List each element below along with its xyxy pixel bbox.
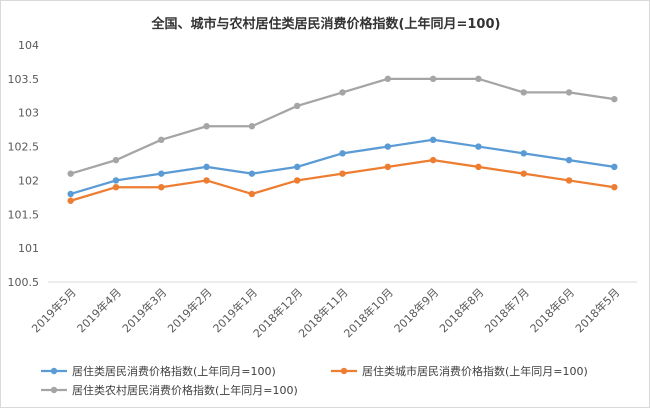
data-point xyxy=(158,170,165,177)
legend-item: 居住类居民消费价格指数(上年同月=100) xyxy=(41,364,276,378)
data-point xyxy=(203,163,210,171)
y-tick-label: 102.5 xyxy=(8,141,40,154)
y-tick-label: 101 xyxy=(18,242,39,255)
data-point xyxy=(429,75,437,83)
data-point xyxy=(520,89,527,96)
data-point xyxy=(565,89,573,96)
legend-swatch-marker xyxy=(50,367,58,375)
legend-item: 居住类农村居民消费价格指数(上年同月=100) xyxy=(41,383,298,397)
data-point xyxy=(520,150,527,157)
data-point xyxy=(248,123,256,130)
data-point xyxy=(293,163,301,171)
series xyxy=(67,156,618,204)
legend-item: 居住类城市居民消费价格指数(上年同月=100) xyxy=(331,364,588,378)
y-tick-label: 101.5 xyxy=(8,208,40,221)
legend-label: 居住类城市居民消费价格指数(上年同月=100) xyxy=(362,364,588,378)
data-point xyxy=(203,177,210,184)
data-point xyxy=(520,170,527,177)
data-point xyxy=(611,95,618,103)
data-point xyxy=(339,89,346,96)
series-line xyxy=(69,138,616,196)
data-point xyxy=(67,197,74,204)
data-point xyxy=(203,123,210,130)
x-tick-label: 2018年10月 xyxy=(341,285,396,340)
x-tick-label: 2018年6月 xyxy=(527,285,577,335)
data-point xyxy=(339,170,346,177)
x-tick-label: 2018年7月 xyxy=(482,285,532,335)
data-point xyxy=(384,143,392,150)
series xyxy=(67,75,618,177)
y-tick-label: 103 xyxy=(18,107,39,120)
data-point xyxy=(293,102,301,110)
data-point xyxy=(429,156,437,164)
y-tick-label: 103.5 xyxy=(8,73,40,86)
data-point xyxy=(67,170,74,177)
y-axis-labels: 100.5 101 101.5 102 102.5 103 103.5 104 xyxy=(8,39,40,289)
legend-swatch-marker xyxy=(340,367,348,375)
data-point xyxy=(475,75,482,83)
series-line xyxy=(69,158,616,202)
data-point xyxy=(611,163,618,171)
data-point xyxy=(565,156,573,164)
x-tick-label: 2019年1月 xyxy=(210,285,260,335)
x-tick-label: 2019年2月 xyxy=(164,285,214,335)
data-point xyxy=(67,190,74,198)
data-point xyxy=(112,177,120,184)
data-point xyxy=(565,177,573,184)
data-point xyxy=(429,136,437,143)
x-tick-label: 2019年5月 xyxy=(29,285,79,335)
data-point xyxy=(293,177,301,184)
y-tick-label: 102 xyxy=(18,174,39,187)
x-tick-label: 2018年9月 xyxy=(391,285,441,335)
data-point xyxy=(112,156,120,164)
data-point xyxy=(339,150,346,157)
data-point xyxy=(384,75,392,83)
data-point xyxy=(248,170,256,177)
legend-swatch-marker xyxy=(50,386,58,394)
data-point xyxy=(475,143,482,150)
x-tick-label: 2018年8月 xyxy=(436,285,486,335)
data-point xyxy=(248,190,256,198)
y-tick-label: 104 xyxy=(18,39,39,52)
data-point xyxy=(475,163,482,171)
x-tick-label: 2019年4月 xyxy=(74,285,124,335)
data-point xyxy=(611,184,618,191)
legend-label: 居住类农村居民消费价格指数(上年同月=100) xyxy=(72,383,298,397)
data-point xyxy=(112,184,120,191)
data-point xyxy=(158,184,165,191)
series xyxy=(67,136,618,198)
y-tick-label: 100.5 xyxy=(8,276,40,289)
series-group xyxy=(67,75,618,204)
legend: 居住类居民消费价格指数(上年同月=100) 居住类城市居民消费价格指数(上年同月=… xyxy=(41,364,588,397)
data-point xyxy=(158,136,165,143)
legend-label: 居住类居民消费价格指数(上年同月=100) xyxy=(72,364,276,378)
data-point xyxy=(384,163,392,171)
x-tick-label: 2018年5月 xyxy=(572,285,622,335)
chart-title: 全国、城市与农村居住类居民消费价格指数(上年同月=100) xyxy=(151,16,501,32)
x-tick-label: 2019年3月 xyxy=(119,285,169,335)
